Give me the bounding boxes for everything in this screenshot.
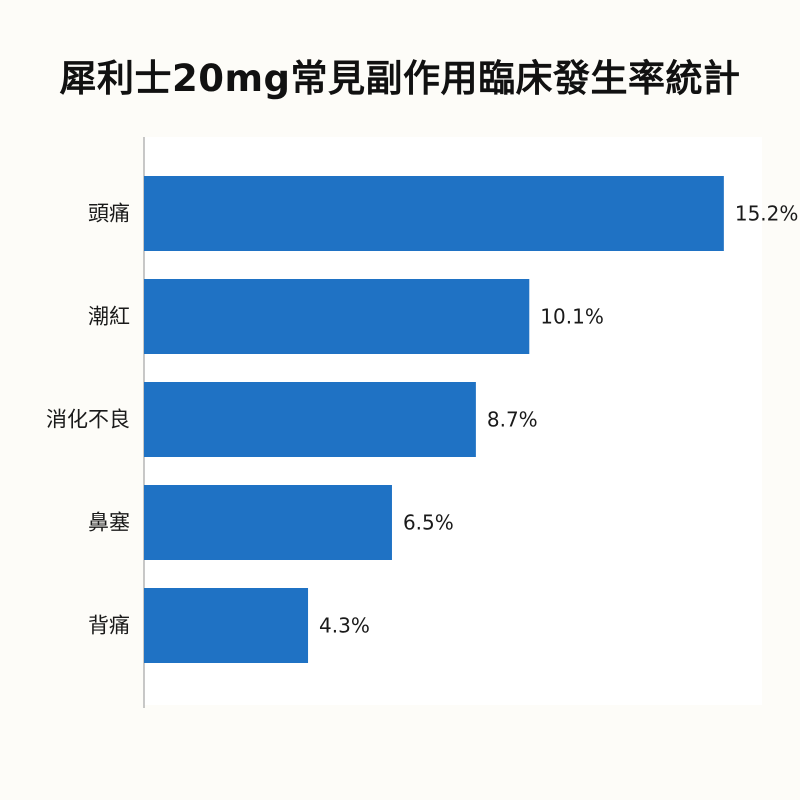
value-label-2: 10.1%	[540, 305, 604, 329]
category-label-2: 潮紅	[88, 305, 130, 329]
category-label-1: 頭痛	[88, 202, 130, 226]
value-label-1: 15.2%	[735, 202, 799, 226]
bar-2	[144, 279, 530, 354]
bar-3	[144, 382, 476, 457]
bar-1	[144, 176, 724, 251]
bars-group: 頭痛 15.2% 潮紅 10.1% 消化不良 8.7% 鼻塞 6.5% 背痛 4.3%	[46, 176, 798, 663]
value-label-4: 6.5%	[403, 511, 454, 535]
chart-title: 犀利士20mg常見副作用臨床發生率統計	[59, 57, 741, 100]
category-label-5: 背痛	[88, 614, 130, 638]
category-label-4: 鼻塞	[88, 511, 130, 535]
bar-5	[144, 588, 309, 663]
value-label-5: 4.3%	[319, 614, 370, 638]
category-label-3: 消化不良	[46, 408, 130, 432]
value-label-3: 8.7%	[487, 408, 538, 432]
bar-4	[144, 485, 392, 560]
